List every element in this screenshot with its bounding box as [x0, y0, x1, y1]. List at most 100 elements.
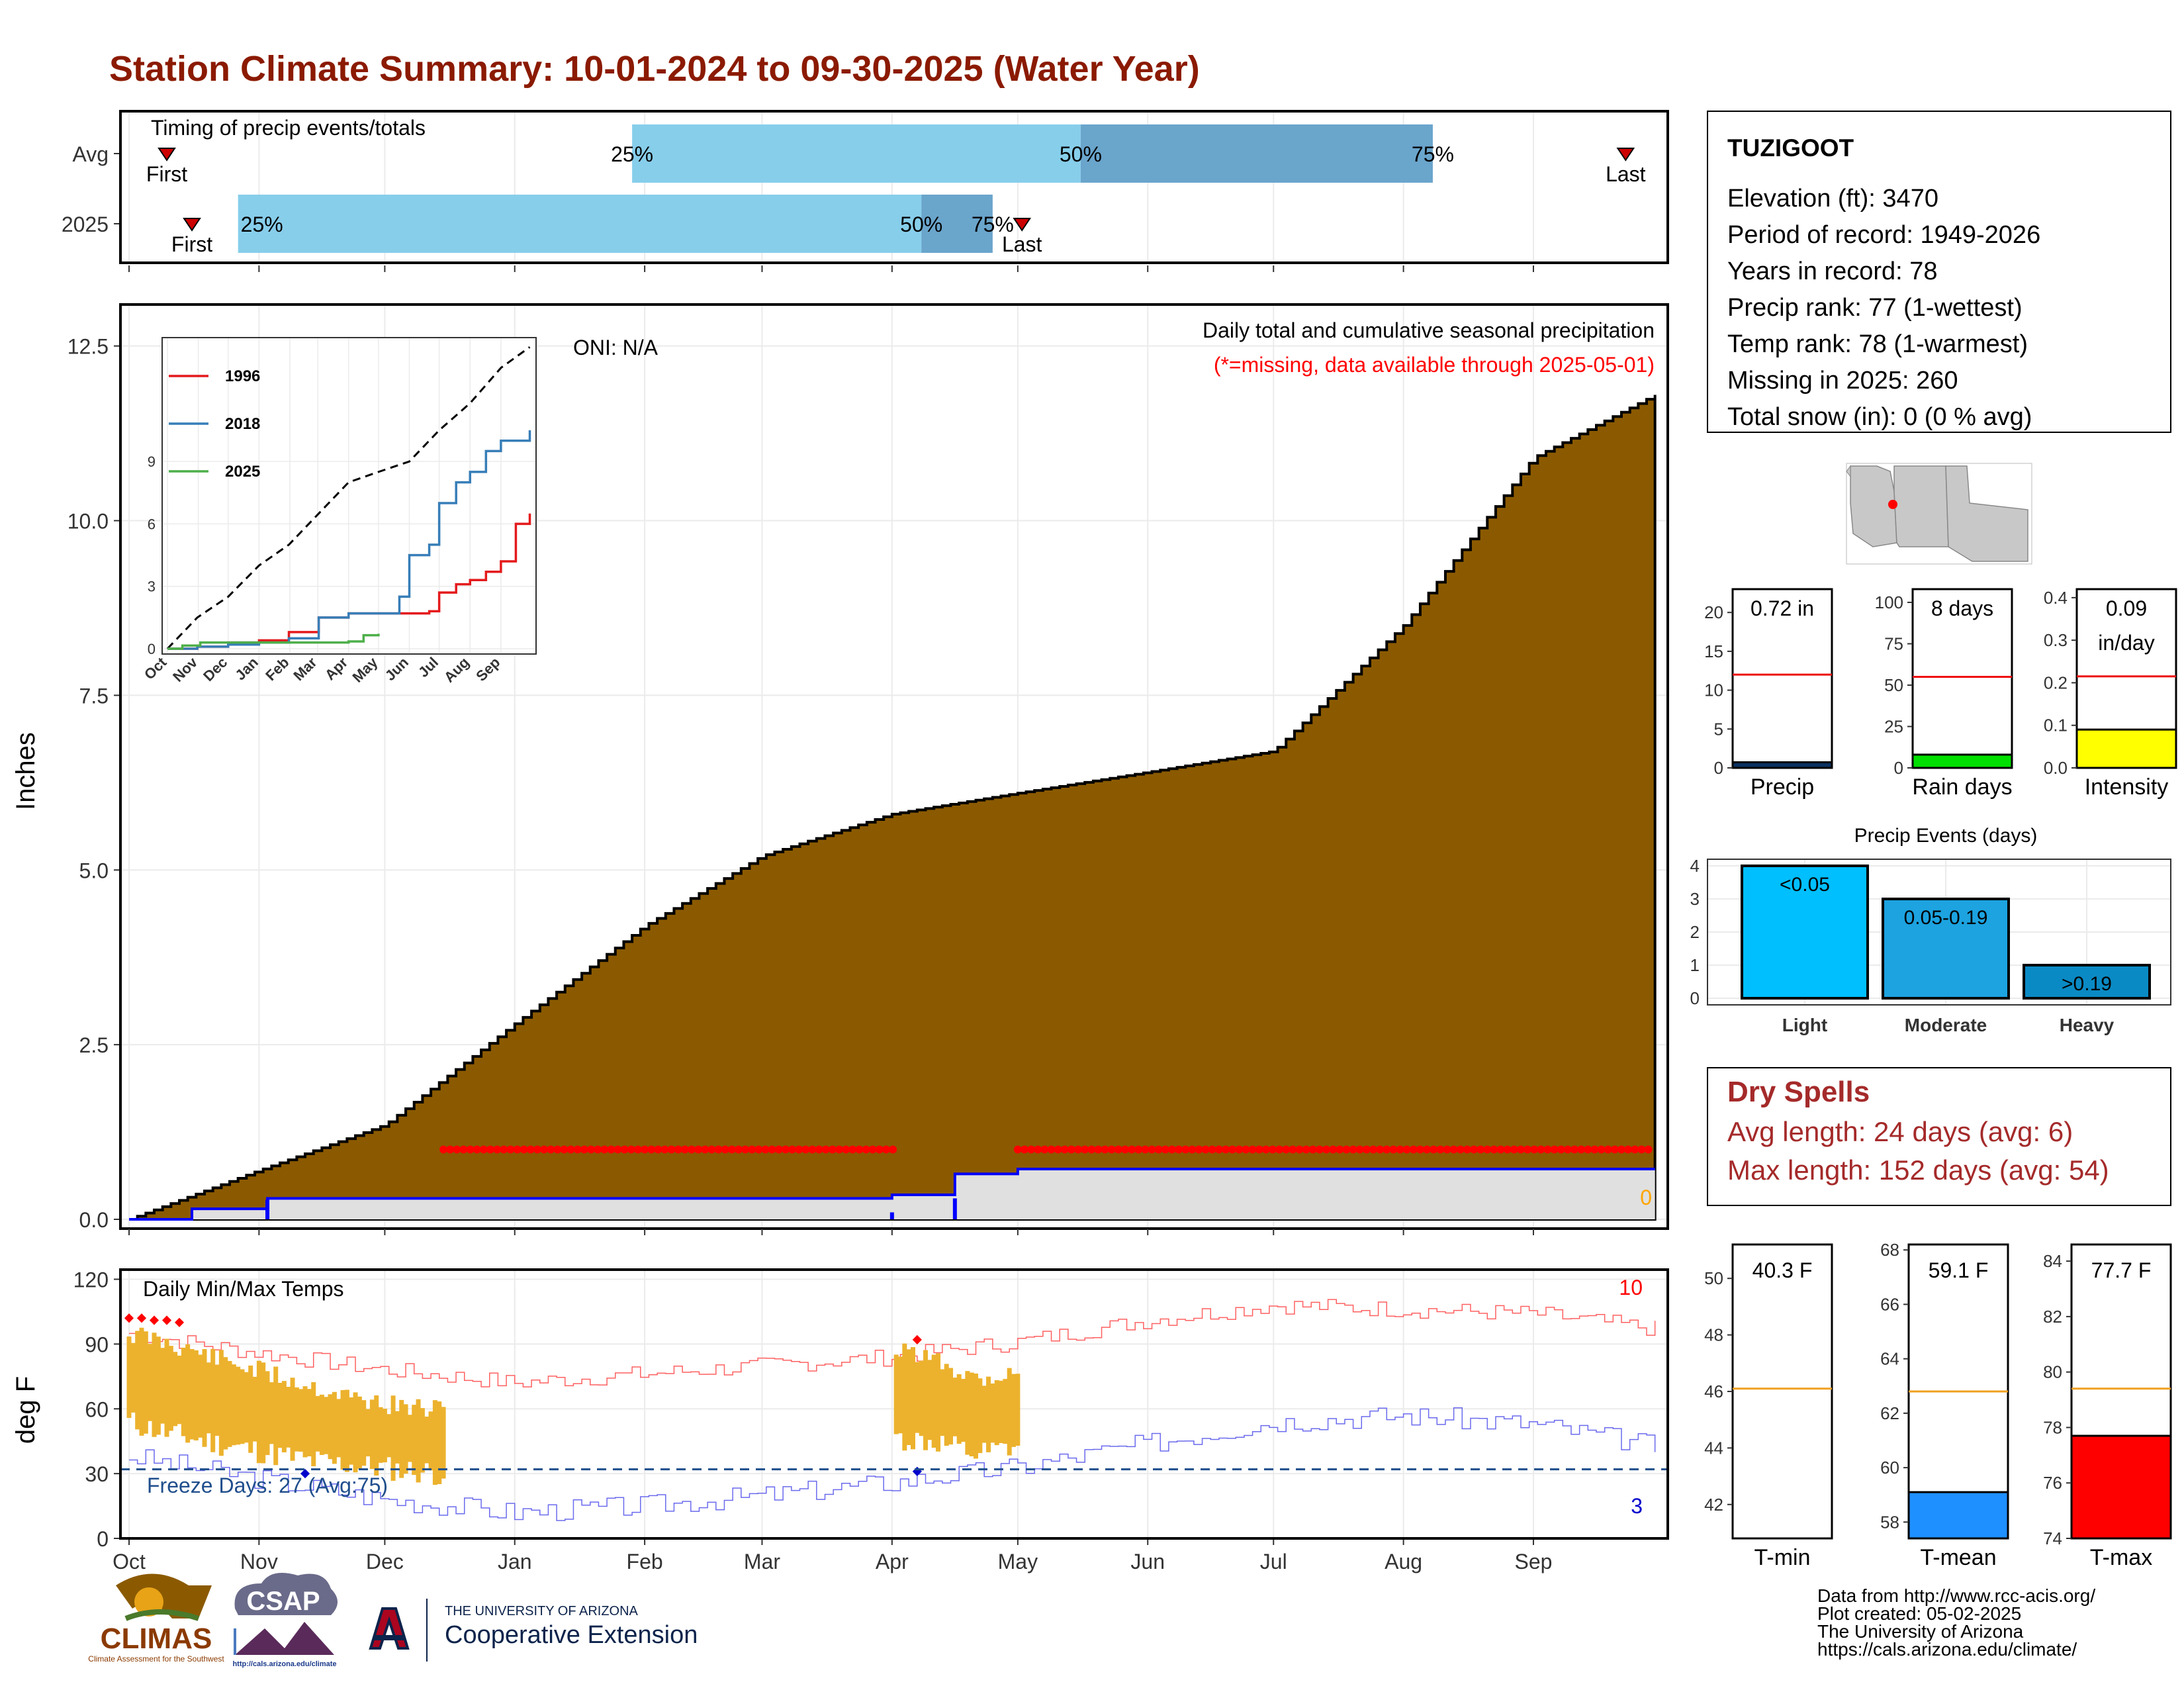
gauge-ytick-label-Rain days-0: 0 [1894, 758, 1903, 778]
temp-xtick-label-2: Dec [366, 1550, 404, 1573]
missing-marker-1 [1543, 1145, 1552, 1154]
missing-marker-1 [1550, 1145, 1559, 1154]
temp-avg-min-line [129, 1407, 1656, 1521]
gauge-label-T-max: T-max [2090, 1545, 2152, 1570]
missing-marker-0 [479, 1145, 488, 1154]
precip-gauges: 0 5 10 15 20 0.72 in Precip 0 25 50 75 100 8 days Rai… [1704, 588, 2177, 800]
missing-marker-1 [1477, 1145, 1485, 1154]
precip-2025-cumulative-area [129, 1169, 1655, 1219]
missing-marker-0 [647, 1145, 656, 1154]
timing-pct-label-0-1: 50% [1060, 142, 1102, 166]
missing-marker-1 [1389, 1145, 1398, 1154]
gauge-label-T-mean: T-mean [1920, 1545, 1996, 1570]
station-details: Elevation (ft): 3470 Period of record: 19… [1727, 185, 2040, 431]
temp-xtick-label-10: Aug [1385, 1550, 1422, 1573]
temp-xtick-label-1: Nov [240, 1550, 278, 1573]
gauge-bar-T-mean [1907, 1491, 2009, 1540]
missing-marker-0 [727, 1145, 736, 1154]
timing-first-marker-0 [158, 148, 176, 162]
missing-marker-0 [547, 1145, 555, 1154]
missing-marker-0 [560, 1145, 569, 1154]
timing-bar-50-75-0 [1080, 124, 1433, 183]
temp-xtick-label-4: Feb [627, 1550, 663, 1573]
missing-marker-0 [795, 1145, 803, 1154]
gauge-ytick-label-Rain days-2: 50 [1884, 675, 1903, 695]
inset-avg-line [166, 346, 531, 650]
station-detail-5: Missing in 2025: 260 [1727, 367, 1958, 395]
precip-events-title: Precip Events (days) [1854, 825, 2038, 847]
missing-marker-1 [1040, 1145, 1049, 1154]
missing-marker-1 [1248, 1145, 1257, 1154]
missing-marker-1 [1604, 1145, 1612, 1154]
missing-marker-0 [473, 1145, 481, 1154]
missing-marker-1 [1255, 1145, 1263, 1154]
missing-marker-1 [1295, 1145, 1304, 1154]
timing-first-label-0: First [146, 162, 187, 186]
temp-xtick-label-6: Apr [876, 1550, 909, 1573]
timing-pct-label-0-0: 25% [611, 142, 653, 166]
missing-marker-1 [1181, 1145, 1190, 1154]
inset-legend-label-1996: 1996 [225, 367, 260, 385]
inset-ytick-label-2: 6 [148, 516, 156, 532]
timing-title: Timing of precip events/totals [151, 116, 426, 140]
missing-marker-0 [654, 1145, 662, 1154]
gauge-ytick-label-Rain days-1: 25 [1884, 717, 1903, 737]
missing-marker-0 [446, 1145, 455, 1154]
gauge-ytick-label-T-mean-2: 62 [1880, 1403, 1899, 1423]
gauge-ytick-label-T-min-2: 46 [1704, 1382, 1723, 1401]
temp-record-high-marker-3 [161, 1315, 172, 1325]
precip-ytick-label-0: 0.0 [79, 1208, 109, 1232]
missing-marker-1 [1483, 1145, 1492, 1154]
missing-marker-1 [1315, 1145, 1324, 1154]
missing-marker-1 [1081, 1145, 1089, 1154]
gauge-bar-Rain days [1911, 753, 2013, 769]
missing-marker-1 [1436, 1145, 1445, 1154]
missing-marker-1 [1268, 1145, 1277, 1154]
missing-marker-1 [1282, 1145, 1291, 1154]
missing-marker-0 [526, 1145, 535, 1154]
precip-avg-cumulative-area [129, 395, 1657, 1221]
timing-bar-25-50-1 [238, 195, 922, 253]
gauge-ytick-label-T-mean-1: 60 [1880, 1458, 1899, 1477]
missing-marker-0 [815, 1145, 823, 1154]
missing-marker-0 [540, 1145, 549, 1154]
gauge-ytick-label-Precip-1: 5 [1714, 719, 1723, 739]
missing-marker-1 [1107, 1145, 1116, 1154]
csap-logo: CSAP http://cals.arizona.edu/climate [232, 1573, 338, 1668]
missing-marker-0 [633, 1145, 642, 1154]
missing-marker-0 [828, 1145, 837, 1154]
events-ytick-label-2: 2 [1690, 922, 1700, 942]
missing-marker-1 [1530, 1145, 1539, 1154]
inset-ytick-label-3: 9 [148, 453, 156, 470]
climas-logo: CLIMAS Climate Assessment for the Southw… [88, 1573, 224, 1664]
events-bar-Light [1741, 865, 1869, 1000]
missing-marker-0 [520, 1145, 528, 1154]
freeze-label: Freeze Days: 27 (Avg:75) [147, 1474, 388, 1497]
missing-marker-0 [553, 1145, 562, 1154]
precip-ytick-label-1: 2.5 [79, 1033, 109, 1057]
dry-spells-box [1707, 1067, 2171, 1206]
max-count-label: 10 [1619, 1276, 1643, 1299]
gauge-value-T-min: 40.3 F [1752, 1258, 1813, 1282]
missing-marker-0 [594, 1145, 602, 1154]
events-bar-Heavy [2023, 964, 2151, 1000]
gauge-ytick-label-T-max-2: 78 [2043, 1417, 2062, 1437]
csap-logo-text: CSAP [246, 1587, 320, 1616]
inset-bg [162, 338, 536, 654]
missing-marker-1 [1557, 1145, 1565, 1154]
precip-annotation-title: Daily total and cumulative seasonal prec… [1203, 318, 1655, 342]
missing-marker-1 [1537, 1145, 1545, 1154]
events-ytick-label-3: 3 [1690, 889, 1700, 909]
gauge-value-Intensity: 0.09 [2106, 596, 2147, 620]
texas-shape [1945, 465, 2028, 562]
climas-logo-subtext: Climate Assessment for the Southwest [88, 1654, 224, 1664]
inset-legend-label-2025: 2025 [225, 463, 260, 481]
missing-marker-0 [734, 1145, 743, 1154]
min-count-label: 3 [1631, 1494, 1643, 1518]
missing-marker-0 [801, 1145, 810, 1154]
missing-marker-0 [754, 1145, 763, 1154]
missing-marker-1 [1396, 1145, 1404, 1154]
station-location-dot [1888, 500, 1897, 509]
missing-marker-1 [1584, 1145, 1592, 1154]
